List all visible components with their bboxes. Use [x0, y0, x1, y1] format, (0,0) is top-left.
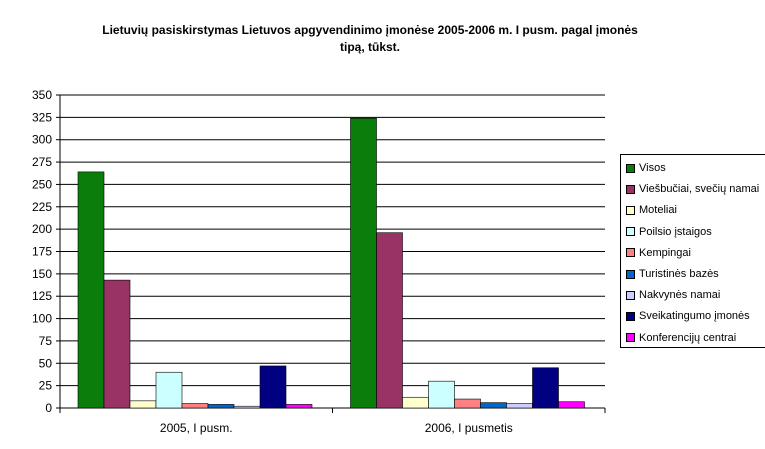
- y-tick-label: 225: [32, 200, 52, 214]
- y-tick-label: 0: [45, 401, 52, 415]
- legend-swatch: [626, 184, 635, 194]
- y-tick-label: 350: [32, 88, 52, 102]
- legend-item: Moteliai: [626, 203, 677, 217]
- bar-4-1: [454, 398, 481, 409]
- legend-item: Turistinės bazės: [626, 267, 719, 281]
- y-tick-label: 75: [39, 334, 53, 348]
- y-tick-label: 50: [39, 356, 53, 370]
- legend-label: Turistinės bazės: [639, 268, 719, 280]
- bar-6-1: [506, 403, 533, 409]
- legend-label: Poilsio įstaigos: [639, 225, 712, 238]
- bar-5-1: [480, 402, 507, 409]
- bar-5-0: [207, 404, 235, 409]
- legend-swatch: [626, 290, 635, 300]
- legend-label: Konferencijų centrai: [639, 331, 737, 344]
- bar-1-0: [103, 279, 131, 409]
- bar-0-0: [77, 171, 105, 409]
- bar-4-0: [181, 403, 209, 409]
- legend-item: Nakvynės namai: [626, 288, 720, 302]
- legend-item: Konferencijų centrai: [626, 331, 736, 345]
- bar-3-1: [428, 380, 455, 409]
- y-tick-label: 250: [32, 177, 52, 191]
- bar-6-0: [233, 405, 261, 409]
- legend-item: Poilsio įstaigos: [626, 225, 712, 239]
- bar-2-0: [129, 400, 157, 409]
- x-tick-label: 2005, I pusm.: [160, 421, 233, 435]
- legend-label: Visos: [639, 162, 666, 174]
- y-tick-label: 300: [32, 133, 52, 147]
- bar-3-0: [155, 371, 183, 409]
- legend-label: Viešbučiai, svečių namai: [639, 183, 760, 196]
- chart-title-line-1: Lietuvių pasiskirstymas Lietuvos apgyven…: [102, 23, 638, 37]
- chart-title-line-2: tipą, tūkst.: [339, 40, 400, 54]
- y-tick-label: 325: [32, 110, 52, 124]
- x-tick-label: 2006, I pusmetis: [425, 421, 513, 435]
- legend-swatch: [626, 248, 635, 258]
- bar-7-1: [532, 367, 559, 409]
- y-tick-label: 100: [32, 312, 52, 326]
- legend-swatch: [626, 269, 635, 279]
- legend: Visos Viešbučiai, svečių namai Moteliai Poi…: [620, 154, 765, 348]
- y-tick-label: 275: [32, 155, 52, 169]
- y-tick-label: 175: [32, 245, 52, 259]
- bar-8-1: [558, 401, 585, 409]
- legend-swatch: [626, 227, 635, 237]
- bar-1-1: [376, 232, 403, 409]
- y-tick-label: 125: [32, 289, 52, 303]
- legend-item: Kempingai: [626, 246, 691, 260]
- legend-label: Kempingai: [639, 246, 691, 259]
- legend-label: Nakvynės namai: [639, 289, 721, 302]
- y-tick-label: 200: [32, 222, 52, 236]
- legend-item: Sveikatingumo įmonės: [626, 309, 750, 323]
- legend-label: Sveikatingumo įmonės: [639, 310, 750, 323]
- y-tick-label: 150: [32, 267, 52, 281]
- legend-item: Viešbučiai, svečių namai: [626, 182, 759, 196]
- y-tick-label: 25: [39, 379, 53, 393]
- bar-2-1: [402, 396, 429, 409]
- bar-8-0: [285, 404, 313, 409]
- bar-7-0: [259, 365, 287, 409]
- legend-label: Moteliai: [639, 204, 677, 217]
- legend-swatch: [626, 311, 635, 321]
- bar-0-1: [350, 117, 377, 409]
- legend-swatch: [626, 163, 635, 173]
- chart-title: Lietuvių pasiskirstymas Lietuvos apgyven…: [60, 22, 680, 56]
- legend-swatch: [626, 333, 635, 343]
- legend-item: Visos: [626, 161, 666, 175]
- legend-swatch: [626, 205, 635, 215]
